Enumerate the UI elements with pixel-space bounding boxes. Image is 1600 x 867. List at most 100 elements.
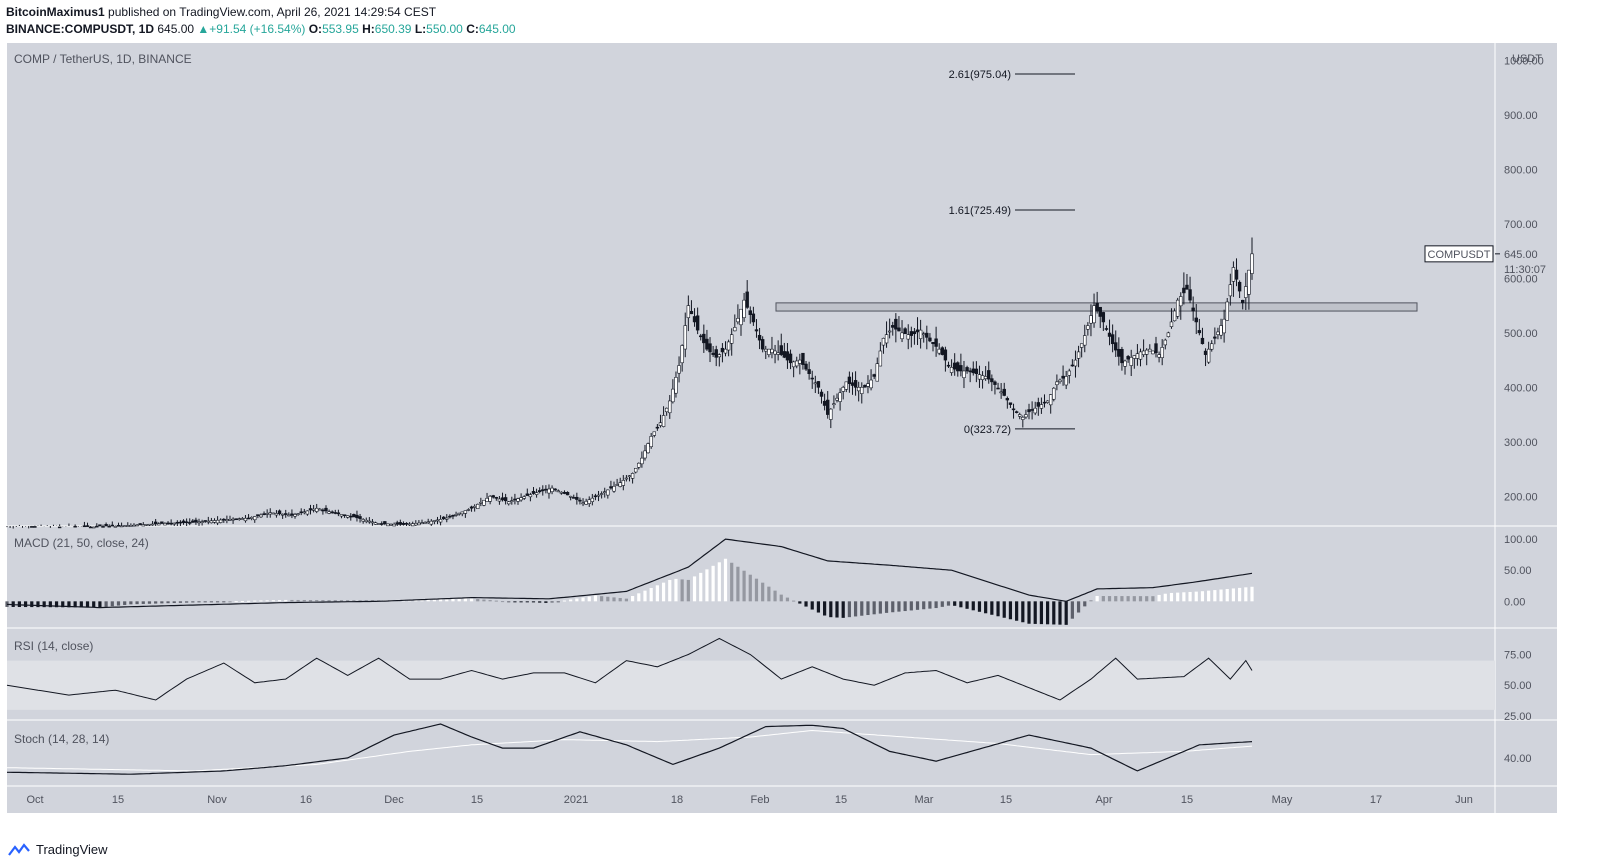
candle-body	[271, 512, 276, 515]
candle-body	[565, 491, 570, 496]
candle-body	[92, 526, 96, 529]
candle-body	[302, 511, 307, 514]
author-name[interactable]: BitcoinMaximus1	[6, 5, 105, 19]
macd-histogram-bar	[222, 601, 226, 603]
candle-body	[900, 332, 904, 340]
candle-body	[305, 510, 310, 515]
macd-histogram-bar	[1120, 596, 1124, 602]
candle-body	[869, 379, 873, 389]
time-tick-label: 16	[300, 794, 312, 806]
candle-body	[977, 374, 982, 380]
macd-histogram-bar	[166, 601, 170, 604]
macd-histogram-bar	[934, 601, 938, 609]
macd-histogram-bar	[17, 601, 21, 608]
candle-body	[627, 475, 632, 478]
price-tick-label: 300.00	[1504, 437, 1538, 449]
candle-body	[88, 526, 93, 529]
candle-body	[1033, 407, 1037, 414]
candle-body	[339, 514, 344, 517]
candle-body	[881, 337, 886, 346]
macd-histogram-bar	[1194, 591, 1198, 602]
candle-body	[875, 363, 879, 382]
candle-body	[686, 305, 691, 319]
candle-body	[175, 521, 180, 524]
rsi-line	[6, 637, 1253, 701]
macd-histogram-bar	[872, 601, 876, 615]
macd-histogram-bar	[618, 598, 622, 602]
macd-histogram-bar	[463, 598, 467, 602]
macd-histogram-bar	[581, 597, 585, 602]
open-value: 553.95	[322, 22, 359, 36]
candles	[6, 237, 1254, 529]
candle-body	[355, 514, 359, 519]
candle-body	[104, 524, 108, 527]
macd-histogram-bar	[860, 601, 864, 616]
macd-histogram-bar	[1176, 592, 1180, 602]
candle-body	[488, 495, 492, 502]
candle-body	[435, 519, 440, 522]
macd-histogram-bar	[352, 600, 356, 602]
macd-histogram-bar	[414, 599, 418, 602]
candle-body	[160, 521, 164, 524]
macd-histogram-bar	[277, 600, 282, 602]
chart-title: COMP / TetherUS, 1D, BINANCE	[14, 52, 192, 66]
candle-body	[723, 348, 728, 354]
candle-body	[1005, 398, 1010, 401]
candle-body	[720, 347, 725, 353]
candle-body	[1083, 335, 1087, 346]
macd-histogram-bar	[785, 597, 790, 602]
rsi-pane-label: RSI (14, close)	[14, 639, 93, 653]
fib-extension[interactable]: 2.61(975.04) 1.61(725.49) 0(323.72)	[949, 69, 1075, 436]
candle-body	[637, 462, 641, 468]
candle-body	[1011, 408, 1016, 411]
candle-body	[497, 498, 502, 502]
candle-body	[801, 352, 805, 365]
candle-body	[544, 488, 548, 491]
macd-histogram-bar	[915, 601, 920, 610]
candle-body	[708, 343, 712, 353]
candle-body	[841, 387, 845, 392]
macd-histogram-bar	[562, 600, 567, 602]
stoch-k-line	[7, 723, 1253, 775]
macd-histogram-bar	[85, 601, 90, 608]
candle-body	[587, 499, 591, 504]
candle-body	[668, 400, 672, 414]
macd-histogram-bar	[271, 600, 275, 602]
candle-body	[1086, 325, 1090, 330]
candle-body	[541, 489, 545, 492]
symbol-label: BINANCE:COMPUSDT, 1D	[6, 22, 155, 36]
candle-body	[321, 509, 325, 512]
macd-histogram-bar	[1169, 592, 1174, 602]
macd-histogram-bar	[853, 601, 858, 617]
candle-body	[934, 338, 938, 347]
candle-body	[773, 350, 777, 355]
candle-body	[166, 522, 170, 525]
macd-histogram-bar	[308, 600, 313, 602]
macd-histogram-bar	[847, 601, 851, 618]
macd-histogram-bar	[1101, 596, 1105, 602]
macd-histogram-bar	[779, 594, 783, 602]
macd-histogram-bar	[5, 601, 9, 607]
price-tick-label: 400.00	[1504, 382, 1538, 394]
footer-brand[interactable]: TradingView	[36, 842, 108, 857]
candle-body	[798, 359, 802, 364]
fib-level-label: 1.61(725.49)	[949, 205, 1011, 217]
macd-histogram-bar	[953, 601, 957, 606]
time-tick-label: 15	[112, 794, 124, 806]
candle-body	[358, 516, 362, 519]
candle-body	[336, 512, 341, 515]
candle-body	[460, 511, 464, 515]
candle-body	[172, 522, 176, 525]
candle-body	[1027, 409, 1031, 413]
candle-body	[150, 523, 155, 526]
macd-histogram-bar	[469, 598, 474, 602]
candle-body	[1021, 416, 1025, 420]
macd-histogram-bar	[829, 601, 833, 618]
macd-histogram-bar	[661, 582, 666, 602]
fib-level-label: 0(323.72)	[964, 424, 1011, 436]
macd-histogram-bar	[358, 600, 362, 602]
macd-histogram-bar	[575, 598, 579, 602]
candle-body	[1067, 370, 1071, 376]
candle-body	[441, 516, 446, 519]
